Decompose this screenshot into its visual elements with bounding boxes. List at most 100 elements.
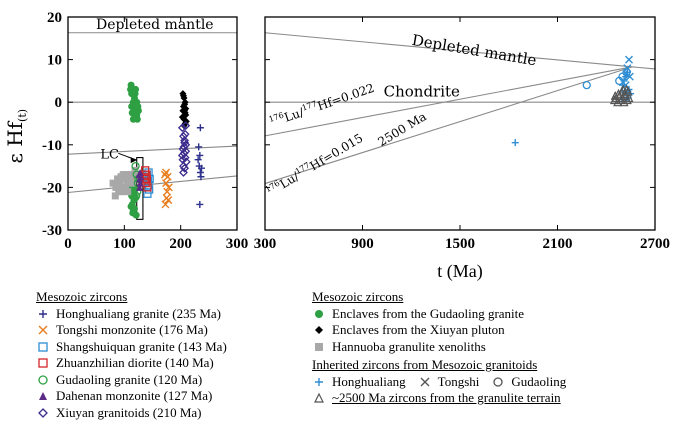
legend-item: Dahenan monzonite (127 Ma) [36,388,306,405]
panel1-x-tick-label: 100 [113,236,136,252]
legend-item: Enclaves from the Gudaoling granite [312,306,672,323]
legend-marker [315,342,323,351]
panel2-x-tick-label: 2100 [543,236,573,252]
annotation-depleted-mantle-right: Depleted mantle [411,31,538,70]
panel2-point [619,97,629,107]
panel1-point [177,123,187,133]
legend-label: Zhuanzhilian diorite (140 Ma) [56,355,214,370]
legend-marker [38,407,48,418]
legend-left: Mesozoic zircons Honghualiang granite (2… [36,289,306,421]
panel1-point [182,105,190,113]
legend-label: Gudaoling granite (120 Ma) [56,371,203,387]
panel1-point [130,171,138,179]
legend-item: Shangshuiquan granite (143 Ma) [36,339,306,356]
panel1-point [112,183,120,191]
panel1-point [129,115,137,123]
legend-left-header: Mesozoic zircons [36,289,128,304]
legend-marker-icon [36,340,50,354]
annotation-2500ma: 2500 Ma [376,109,429,149]
panel1-point [132,85,140,93]
legend-marker-icon [418,375,432,389]
legend-marker [493,377,504,387]
panel1-point [162,168,171,177]
legend-label: Honghualiang [332,373,406,389]
panel1-point [143,183,152,192]
panel2-point [625,55,633,64]
panel1-point [181,121,191,131]
legend-marker-icon [312,340,326,354]
legend-marker-icon [312,375,326,389]
legend-label: Hannuoba granulite xenoliths [332,338,486,354]
legend-marker-icon [36,389,50,403]
panel1-point [197,173,205,181]
legend-marker-icon [36,406,50,420]
annotation-lu-022: 176Lu/177Hf=0.022 [268,80,377,130]
legend-marker [315,377,323,386]
y-tick-label: -20 [42,180,62,196]
legend-marker [39,392,47,401]
legend-marker [38,375,48,385]
panel1-point [128,102,136,110]
panel1-point [118,188,126,196]
legend-marker-icon [36,356,50,370]
x-axis-label: t (Ma) [437,261,482,282]
legend-marker [314,392,324,403]
legend-marker [315,326,323,335]
panel1-point [141,166,150,175]
panel1-point [109,179,117,187]
panel1-ref-line-2 [67,145,238,155]
panel2-point [625,72,634,81]
y-tick-label: 0 [55,95,63,111]
panel1-x-tick-label: 200 [169,236,192,252]
panel2-ref-line-2 [264,66,633,137]
panel2-point [582,81,591,90]
panel1-point [129,207,137,215]
panel1-point [180,138,190,148]
panel1-point [117,173,125,181]
annotation-lc: LC [100,147,119,162]
panel1-point [164,183,173,192]
panel1-point [143,175,151,183]
legend-marker [420,377,430,387]
panel1-point [116,179,124,187]
panel1-point [127,175,135,183]
y-axis-label: ε Hf(t) [3,109,29,164]
legend-marker-icon [312,307,326,321]
panel1-point [131,166,139,174]
panel1-x-tick-label: 300 [226,236,249,252]
legend-marker [38,325,48,335]
annotation-depleted-mantle-left: Depleted mantle [96,17,214,33]
panel1-point [179,168,188,177]
panel2-point [622,68,631,77]
panel1-frame [67,16,238,231]
legend-label: Tongshi [437,373,480,389]
panel1-point [179,92,187,100]
panel2-ref-line-0 [264,32,656,70]
legend-marker [38,342,48,352]
legend-label: Dahenan monzonite (127 Ma) [56,388,213,403]
panel1-point [123,179,131,187]
panel1-point [136,168,144,176]
legend-marker [38,358,48,368]
panel1-point [161,200,170,209]
panel1-point [126,171,134,179]
panel1-point [198,164,206,172]
panel1-point [124,188,132,196]
panel1-point [121,183,129,191]
legend-inherited-header: Inherited zircons from Mesozoic granitoi… [312,357,538,372]
panel1-point [162,194,171,203]
panel1-point [196,124,204,132]
panel1-x-tick-label: 0 [64,236,72,252]
panel1-point [136,179,144,187]
panel1-point [133,187,142,196]
panel1-point [129,179,137,187]
legend-right: Mesozoic zircons Enclaves from the Gudao… [312,289,672,407]
legend-marker-icon [36,307,50,321]
panel1-point [111,192,119,200]
panel2-x-tick-label: 1500 [445,236,475,252]
legend-label: Shangshuiquan granite (143 Ma) [56,338,227,354]
panel1-point [163,187,172,196]
legend-item: Zhuanzhilian diorite (140 Ma) [36,355,306,372]
panel1-point [141,178,150,188]
legend-inherited-row: Honghualiang Tongshi Gudaoling [312,374,672,391]
